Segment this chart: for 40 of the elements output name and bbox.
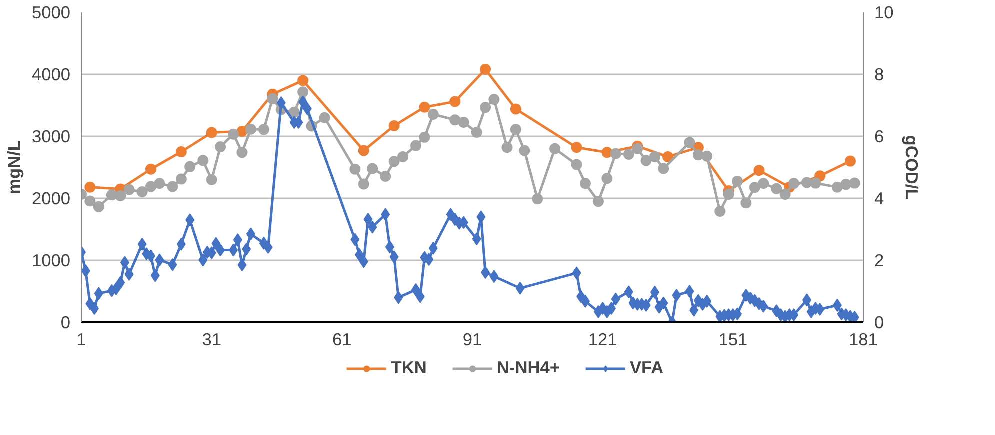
point [176, 146, 187, 158]
legend-label: TKN [391, 358, 427, 378]
y-tick-label: 2000 [32, 188, 71, 208]
y2-tick-label: 0 [874, 312, 884, 332]
x-tick-label: 61 [332, 330, 352, 350]
point [358, 145, 370, 156]
point [388, 120, 400, 132]
x-tick-label: 181 [849, 330, 878, 350]
legend-label: N-NH4+ [496, 358, 560, 378]
point [84, 182, 96, 193]
legend-label: VFA [630, 358, 664, 378]
point [844, 156, 856, 167]
x-tick-label: 1 [76, 330, 86, 350]
point [662, 151, 674, 162]
point [480, 64, 492, 76]
x-tick-label: 121 [588, 330, 618, 350]
point [450, 96, 461, 108]
point [419, 102, 430, 113]
point [602, 147, 613, 158]
y-tick-label: 1000 [32, 250, 71, 270]
x-tick-label: 151 [718, 330, 748, 350]
point [510, 104, 522, 115]
y2-tick-label: 8 [874, 64, 884, 84]
x-tick-label: 31 [202, 330, 222, 350]
point [298, 75, 309, 86]
x-tick-label: 91 [462, 330, 482, 350]
point [571, 142, 582, 154]
point [146, 164, 157, 175]
y-axis-title: mgN/L [4, 140, 24, 194]
y2-tick-label: 4 [874, 188, 884, 208]
y-tick-label: 0 [60, 312, 71, 332]
y-tick-label: 5000 [32, 2, 71, 22]
y-tick-label: 4000 [32, 64, 71, 84]
y2-tick-label: 2 [874, 250, 884, 270]
y2-tick-label: 6 [874, 126, 884, 146]
point [754, 165, 765, 176]
point [206, 127, 218, 138]
y2-tick-label: 10 [874, 2, 894, 22]
y2-axis-title: gCOD/L [902, 135, 922, 200]
y-tick-label: 3000 [32, 126, 71, 146]
